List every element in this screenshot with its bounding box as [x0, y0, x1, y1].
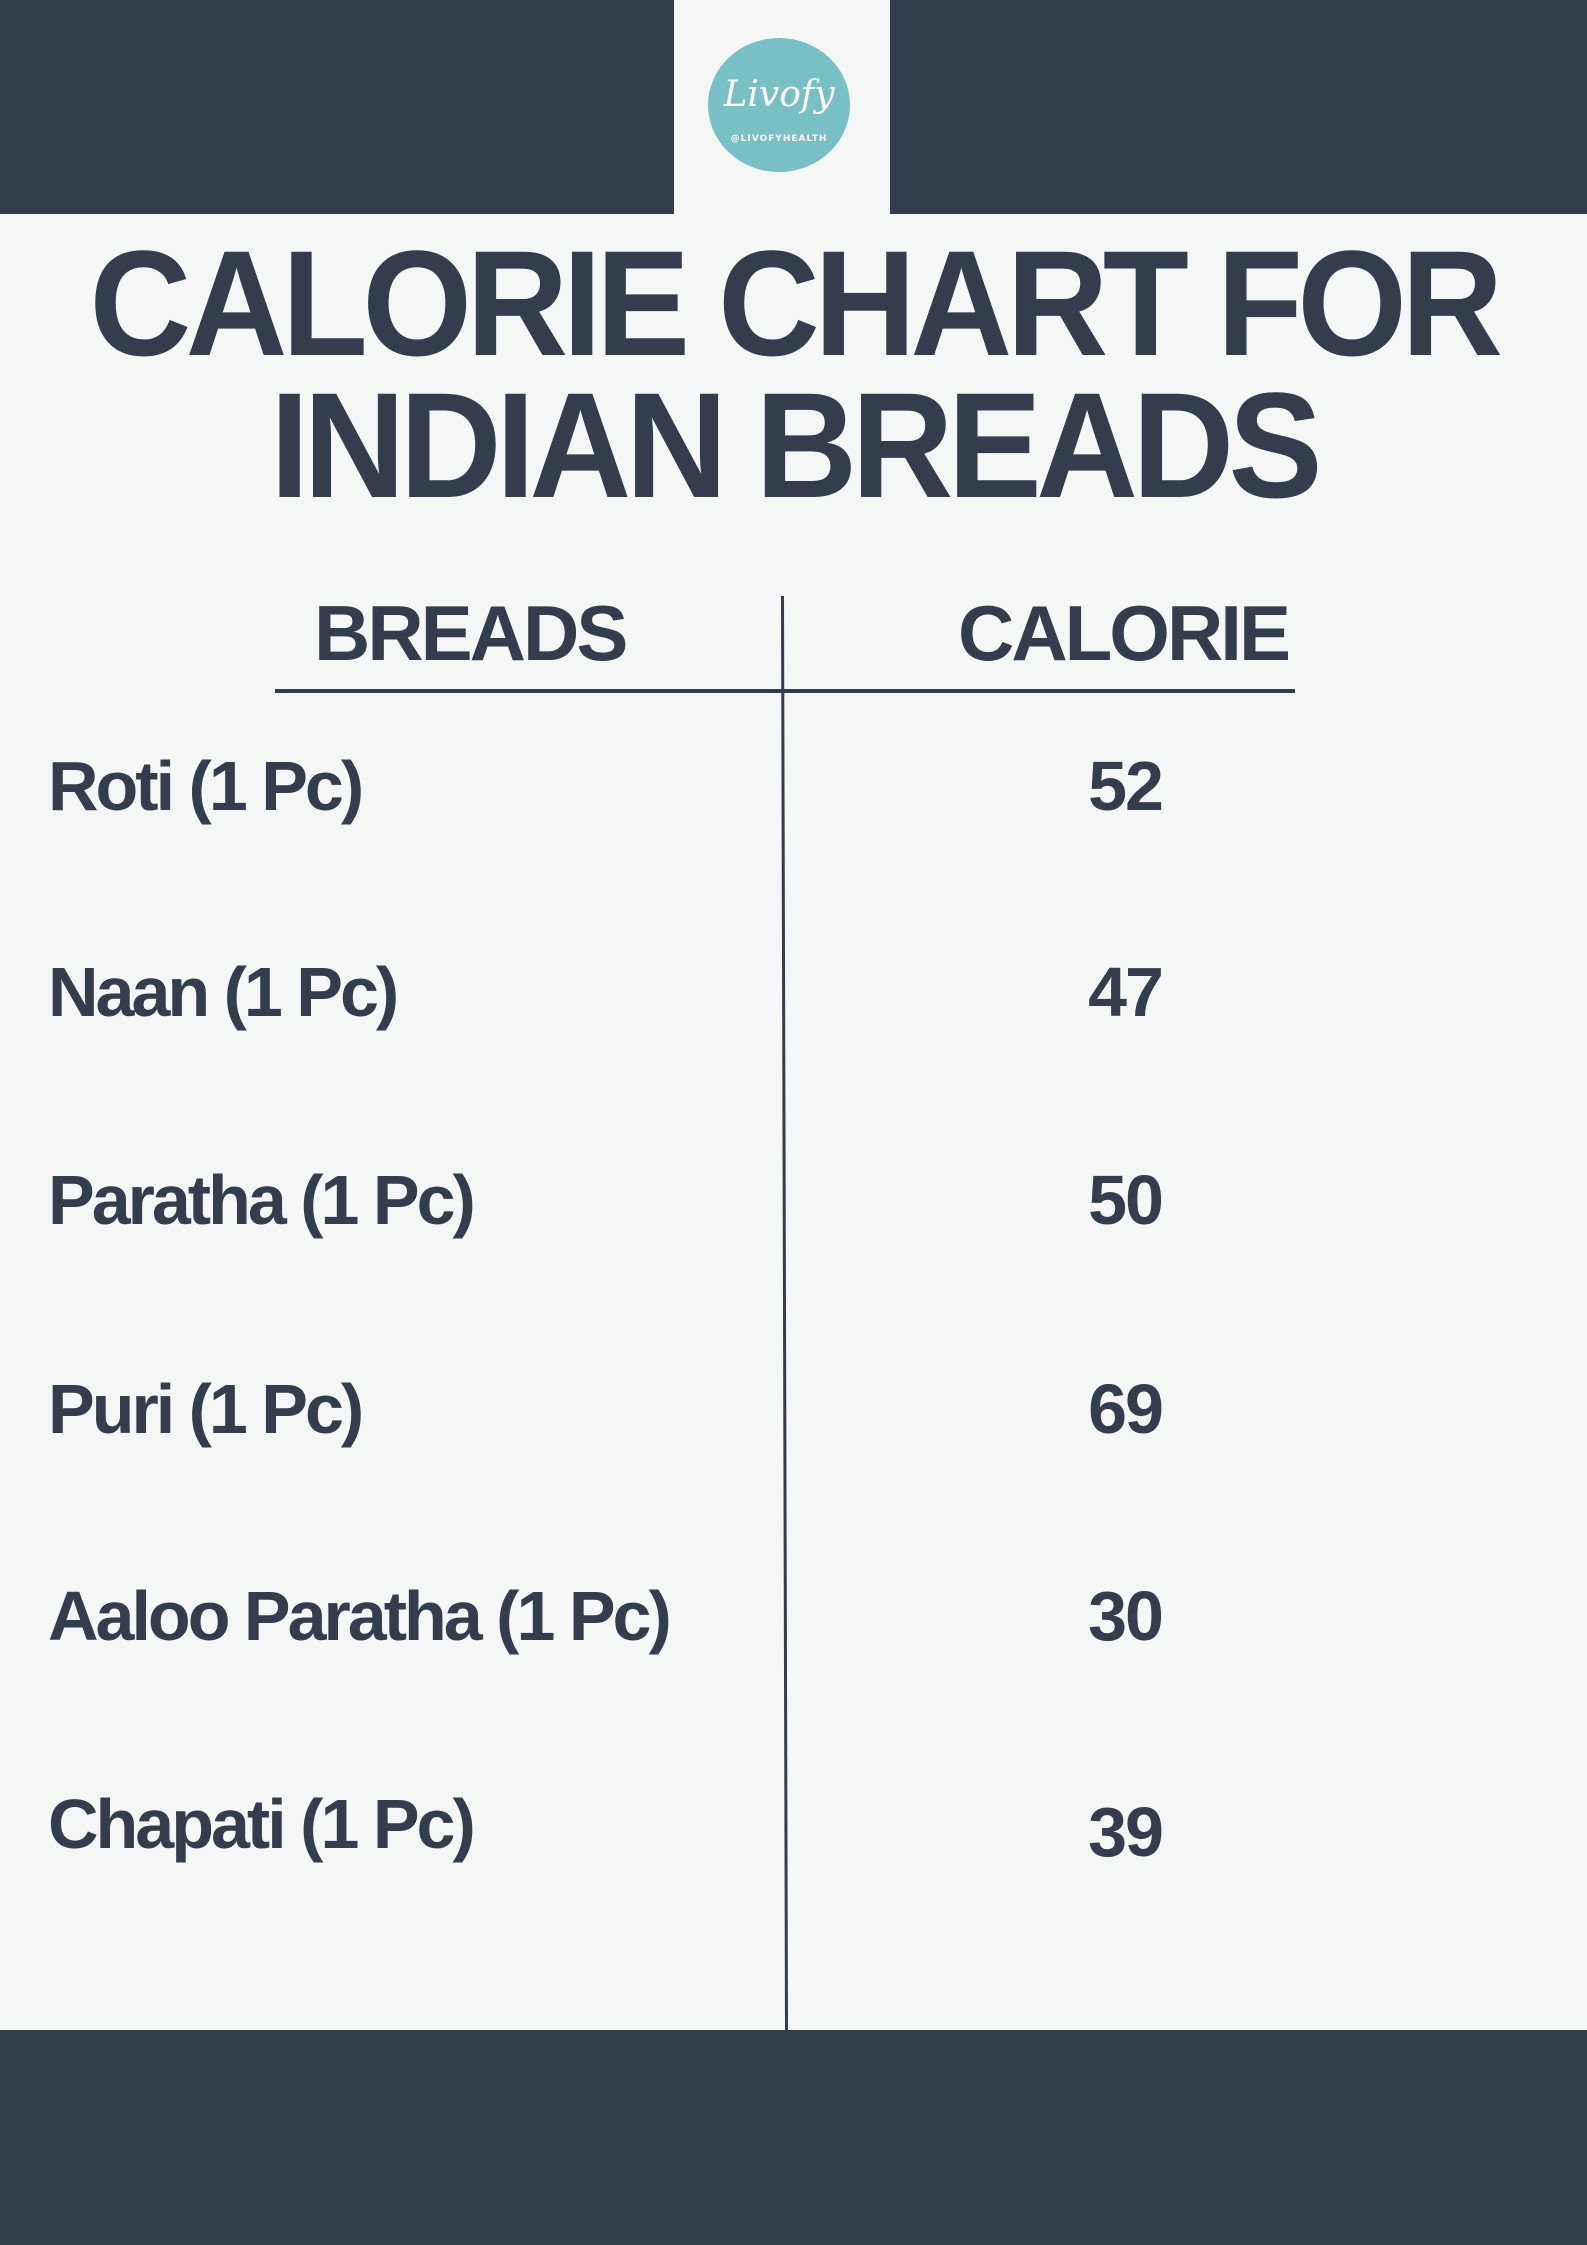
row-calorie-roti: 52	[1088, 747, 1164, 825]
row-name-aaloo-paratha: Aaloo Paratha (1 Pc)	[48, 1577, 672, 1655]
row-name-chapati: Chapati (1 Pc)	[48, 1785, 476, 1863]
logo-wordmark: Livofy	[723, 74, 835, 115]
page-title: CALORIE CHART FOR INDIAN BREADS	[48, 219, 1540, 529]
row-calorie-naan: 47	[1088, 953, 1164, 1031]
column-divider	[781, 595, 789, 2030]
column-header-calorie: CALORIE	[958, 589, 1291, 677]
row-name-roti: Roti (1 Pc)	[48, 747, 364, 825]
livofy-logo: Livofy @LIVOFYHEALTH	[708, 38, 850, 172]
row-calorie-aaloo-paratha: 30	[1088, 1577, 1164, 1655]
logo-handle: @LIVOFYHEALTH	[730, 134, 828, 144]
row-calorie-paratha: 50	[1088, 1161, 1164, 1239]
top-bar-right	[890, 0, 1587, 214]
row-calorie-chapati: 39	[1088, 1793, 1164, 1871]
column-header-breads: BREADS	[314, 589, 628, 677]
row-name-paratha: Paratha (1 Pc)	[48, 1161, 476, 1239]
top-bar-left	[0, 0, 674, 214]
row-calorie-puri: 69	[1088, 1370, 1164, 1448]
row-name-puri: Puri (1 Pc)	[48, 1370, 364, 1448]
row-name-naan: Naan (1 Pc)	[48, 953, 399, 1031]
title-line-2: INDIAN BREADS	[270, 361, 1323, 529]
header-underline	[275, 689, 1295, 693]
title-line-1: CALORIE CHART FOR	[89, 219, 1503, 387]
bottom-bar	[0, 2030, 1587, 2245]
